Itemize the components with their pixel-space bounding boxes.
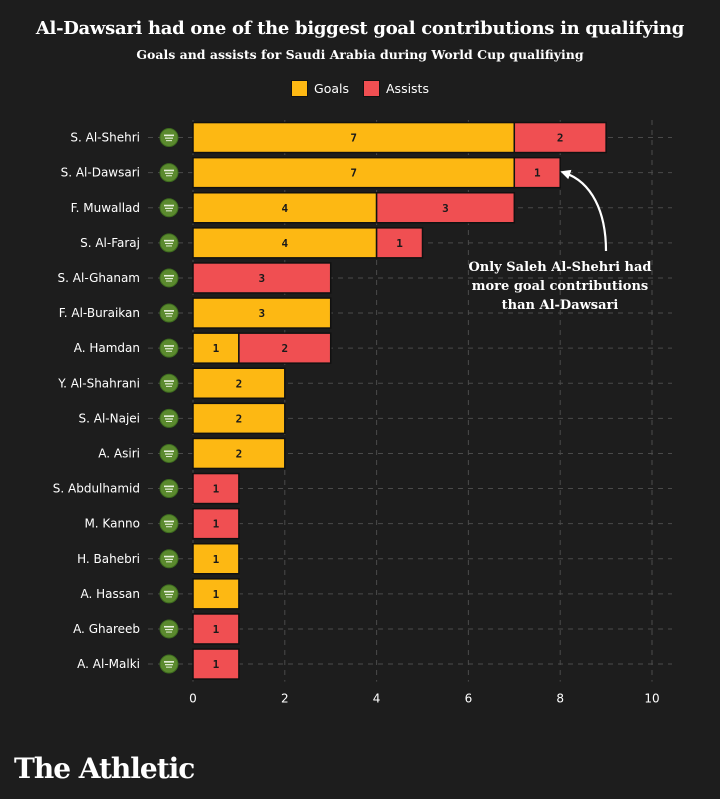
bar-assists	[192, 262, 332, 294]
category-label: A. Al-Malki	[77, 657, 140, 671]
legend-label-assists: Assists	[386, 81, 429, 96]
saudi-federation-crest-icon	[159, 163, 179, 183]
category-label: S. Al-Dawsari	[61, 166, 140, 180]
bar-value-label: 3	[259, 307, 266, 320]
bar-assists	[192, 648, 240, 680]
saudi-federation-crest-icon	[159, 584, 179, 604]
bar-value-label: 1	[213, 623, 220, 636]
annotation-text: Only Saleh Al-Shehri had	[468, 260, 651, 275]
saudi-federation-crest-icon	[159, 198, 179, 218]
legend-item-goals: Goals	[291, 80, 349, 97]
x-tick-label: 8	[556, 692, 564, 706]
category-label: S. Al-Faraj	[80, 236, 140, 250]
saudi-federation-crest-icon	[159, 338, 179, 358]
saudi-federation-crest-icon	[159, 128, 179, 148]
bar-value-label: 1	[213, 553, 220, 566]
saudi-federation-crest-icon	[159, 654, 179, 674]
bar-value-label: 3	[259, 272, 266, 285]
bar-value-label: 7	[350, 167, 357, 180]
x-tick-label: 10	[644, 692, 659, 706]
bar-value-label: 1	[213, 342, 220, 355]
brand-logo: The Athletic	[14, 752, 195, 785]
bar-assists	[192, 472, 240, 505]
bar-assists	[238, 332, 332, 364]
bar-value-label: 1	[213, 658, 220, 671]
x-tick-label: 4	[373, 692, 381, 706]
bar-value-label: 4	[281, 237, 288, 250]
bar-goals	[192, 402, 286, 435]
bar-value-label: 3	[442, 202, 449, 215]
category-label: Y. Al-Shahrani	[57, 376, 140, 390]
legend-item-assists: Assists	[363, 80, 429, 97]
bar-value-label: 1	[213, 518, 220, 531]
bar-value-label: 1	[534, 167, 541, 180]
category-label: F. Muwallad	[71, 201, 140, 215]
x-tick-label: 2	[281, 692, 289, 706]
saudi-federation-crest-icon	[159, 549, 179, 569]
bar-value-label: 2	[557, 132, 564, 145]
saudi-federation-crest-icon	[159, 514, 179, 534]
category-label: H. Bahebri	[77, 552, 140, 566]
bar-value-label: 2	[236, 412, 243, 425]
category-label: A. Asiri	[98, 446, 140, 460]
bar-goals	[192, 297, 332, 329]
bar-value-label: 4	[281, 202, 288, 215]
bar-assists	[375, 192, 516, 224]
legend-label-goals: Goals	[314, 81, 349, 96]
category-label: A. Hamdan	[74, 341, 140, 355]
annotation-text: more goal contributions	[472, 279, 648, 294]
saudi-federation-crest-icon	[159, 268, 179, 288]
saudi-federation-crest-icon	[159, 479, 179, 499]
bar-value-label: 1	[396, 237, 403, 250]
bar-goals	[192, 227, 378, 259]
x-tick-label: 0	[189, 692, 197, 706]
category-label: S. Al-Najei	[79, 411, 141, 425]
category-label: F. Al-Buraikan	[59, 306, 140, 320]
category-label: A. Hassan	[81, 587, 140, 601]
bar-value-label: 2	[281, 342, 288, 355]
category-label: S. Al-Ghanam	[58, 271, 140, 285]
saudi-federation-crest-icon	[159, 373, 179, 393]
category-label: S. Al-Shehri	[70, 131, 140, 145]
bar-assists	[513, 121, 607, 154]
bar-goals	[192, 367, 286, 399]
bar-goals	[192, 437, 286, 470]
bar-assists	[513, 156, 561, 189]
x-tick-label: 6	[465, 692, 473, 706]
bar-value-label: 2	[236, 377, 243, 390]
chart-plot: 7 2 7 1 4 3 4 1 3 3 1 2 2 2 2 1 1 1 1 1 1 S. Al-Shehri S. Al-…	[53, 120, 672, 706]
category-label: S. Abdulhamid	[53, 482, 140, 496]
legend: Goals Assists	[0, 80, 720, 97]
saudi-federation-crest-icon	[159, 408, 179, 428]
bar-goals	[192, 156, 516, 189]
bar-assists	[192, 613, 240, 645]
chart-subtitle: Goals and assists for Saudi Arabia durin…	[136, 47, 584, 62]
bar-value-label: 1	[213, 588, 220, 601]
bar-goals	[192, 578, 240, 610]
saudi-federation-crest-icon	[159, 619, 179, 639]
saudi-federation-crest-icon	[159, 233, 179, 253]
category-label: M. Kanno	[84, 517, 140, 531]
legend-swatch-assists	[363, 80, 380, 97]
chart-title: Al-Dawsari had one of the biggest goal c…	[35, 18, 685, 39]
bar-value-label: 1	[213, 483, 220, 496]
bar-assists	[375, 227, 424, 259]
annotation-arrow	[560, 169, 608, 252]
bar-goals	[192, 543, 240, 575]
saudi-federation-crest-icon	[159, 303, 179, 323]
bar-value-label: 2	[236, 447, 243, 460]
bar-goals	[192, 121, 516, 154]
bar-value-label: 7	[350, 132, 357, 145]
annotation-text: than Al-Dawsari	[502, 298, 619, 313]
bar-assists	[192, 507, 240, 540]
category-label: A. Ghareeb	[73, 622, 140, 636]
saudi-federation-crest-icon	[159, 443, 179, 463]
legend-swatch-goals	[291, 80, 309, 97]
